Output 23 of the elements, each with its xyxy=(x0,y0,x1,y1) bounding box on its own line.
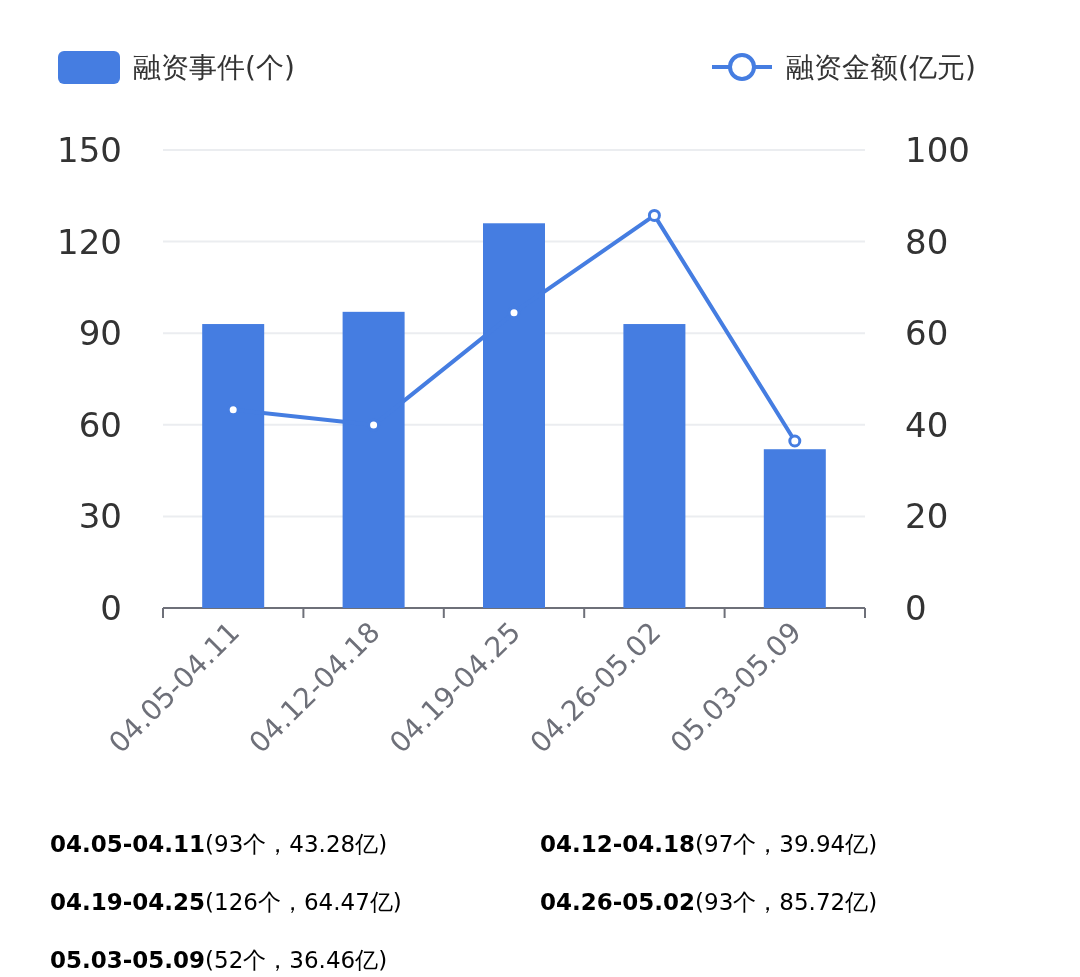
y2-tick-label: 0 xyxy=(905,588,927,628)
y2-tick-label: 100 xyxy=(905,130,970,170)
y-tick-label: 60 xyxy=(78,404,122,445)
y2-tick-label: 80 xyxy=(905,221,949,262)
y2-tick-label: 40 xyxy=(905,404,949,445)
y-tick-label: 120 xyxy=(57,221,122,262)
legend-label: 融资事件(个) xyxy=(133,51,295,84)
y-tick-label: 150 xyxy=(57,130,122,170)
text: 04.26-05.02(93个，85.72亿) xyxy=(540,889,878,915)
legend-label: 融资金额(亿元) xyxy=(786,51,976,84)
text: 04.19-04.25(126个，64.47亿) xyxy=(50,889,402,915)
text: 04.12-04.18(97个，39.94亿) xyxy=(540,831,878,857)
text: 05.03-05.09(52个，36.46亿) xyxy=(50,947,388,973)
bar xyxy=(623,324,686,608)
point xyxy=(788,434,802,448)
y2-tick-label: 20 xyxy=(905,496,949,537)
text: 04.05-04.11(93个，43.28亿) xyxy=(50,831,388,857)
point xyxy=(647,208,661,222)
y2-tick-label: 60 xyxy=(905,313,949,354)
y-tick-label: 30 xyxy=(78,496,122,537)
bar xyxy=(763,449,826,608)
y-tick-label: 0 xyxy=(100,588,122,628)
y-tick-label: 90 xyxy=(78,313,122,354)
